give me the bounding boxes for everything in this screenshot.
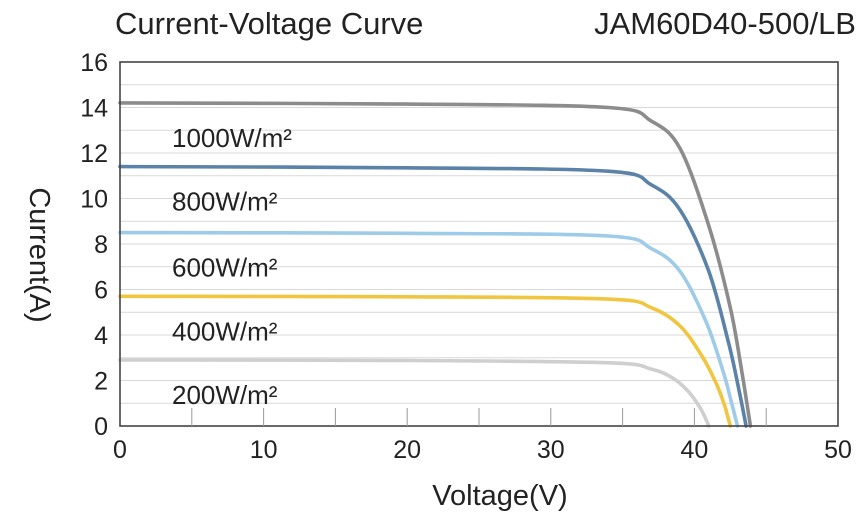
x-tick-label: 30 [537,436,565,464]
chart-title: Current-Voltage Curve [115,6,423,41]
x-tick-label: 10 [250,436,278,464]
series-labels: 1000W/m² 800W/m² 600W/m² 400W/m² 200W/m² [172,123,292,410]
series-label: 800W/m² [172,187,278,217]
x-tick-labels: 0 10 20 30 40 50 [113,436,852,464]
y-tick-labels: 0 2 4 6 8 10 12 14 16 [80,49,108,441]
x-tick-label: 20 [393,436,421,464]
minor-ticks [191,408,767,426]
x-axis-label: Voltage(V) [432,480,567,512]
y-tick-label: 10 [80,186,108,214]
series-line [118,294,733,428]
grid-lines [120,84,838,404]
y-tick-label: 12 [80,140,108,168]
y-tick-label: 14 [80,95,108,123]
series-line [118,230,740,428]
x-tick-label: 0 [113,436,127,464]
y-tick-label: 2 [94,368,108,396]
curves [118,101,753,428]
series-label: 600W/m² [172,253,278,283]
series-label: 400W/m² [172,316,278,346]
series-line [118,101,753,428]
x-tick-label: 40 [680,436,708,464]
y-tick-label: 8 [94,231,108,259]
y-tick-label: 16 [80,49,108,77]
series-label: 1000W/m² [172,123,292,153]
series-label: 200W/m² [172,380,278,410]
y-tick-label: 0 [94,413,108,441]
y-axis-label: Current(A) [23,187,55,322]
chart-model: JAM60D40-500/LB [594,6,856,41]
y-tick-label: 4 [94,322,108,350]
series-line [118,164,748,428]
y-tick-label: 6 [94,277,108,305]
series-line [118,358,711,428]
x-tick-label: 50 [824,436,852,464]
